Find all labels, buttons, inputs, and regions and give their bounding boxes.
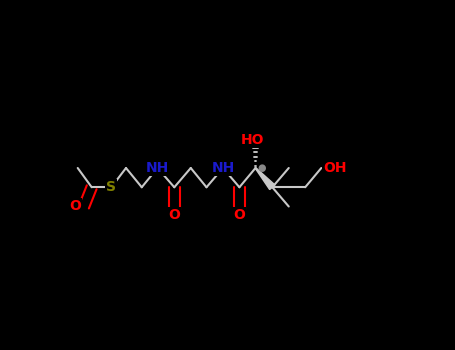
Text: NH: NH bbox=[211, 161, 235, 175]
Text: O: O bbox=[168, 208, 180, 222]
Text: HO: HO bbox=[241, 133, 264, 147]
Text: O: O bbox=[233, 208, 245, 222]
Polygon shape bbox=[255, 168, 275, 190]
Text: S: S bbox=[106, 180, 116, 194]
Text: NH: NH bbox=[146, 161, 169, 175]
Text: O: O bbox=[69, 199, 81, 213]
Text: OH: OH bbox=[323, 161, 347, 175]
Text: ●: ● bbox=[258, 163, 266, 173]
